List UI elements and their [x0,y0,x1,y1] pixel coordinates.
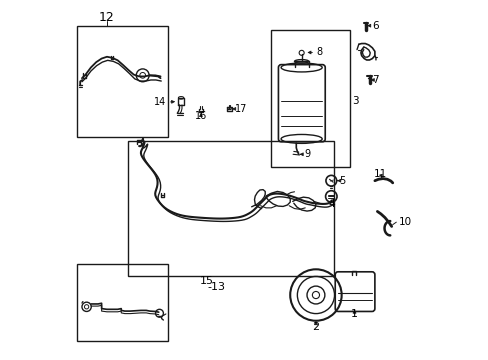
Text: 5: 5 [338,176,345,186]
Text: 17: 17 [234,104,246,114]
Text: -13: -13 [207,282,225,292]
Bar [271,30,349,167]
Text: 7: 7 [372,75,378,85]
Text: 11: 11 [373,168,386,179]
Bar [128,141,333,276]
Text: 1: 1 [350,309,357,319]
Bar [77,26,167,137]
Text: 10: 10 [398,217,411,227]
Text: 2: 2 [312,322,319,332]
Text: 16: 16 [194,111,206,121]
Text: 4: 4 [327,199,334,209]
Text: 15: 15 [200,276,214,286]
Text: 9: 9 [304,149,310,159]
Text: 12: 12 [99,11,115,24]
Text: 3: 3 [352,96,358,107]
Text: 6: 6 [371,21,378,31]
Text: 14: 14 [154,97,166,107]
Text: 8: 8 [315,48,322,58]
Bar [77,264,167,341]
